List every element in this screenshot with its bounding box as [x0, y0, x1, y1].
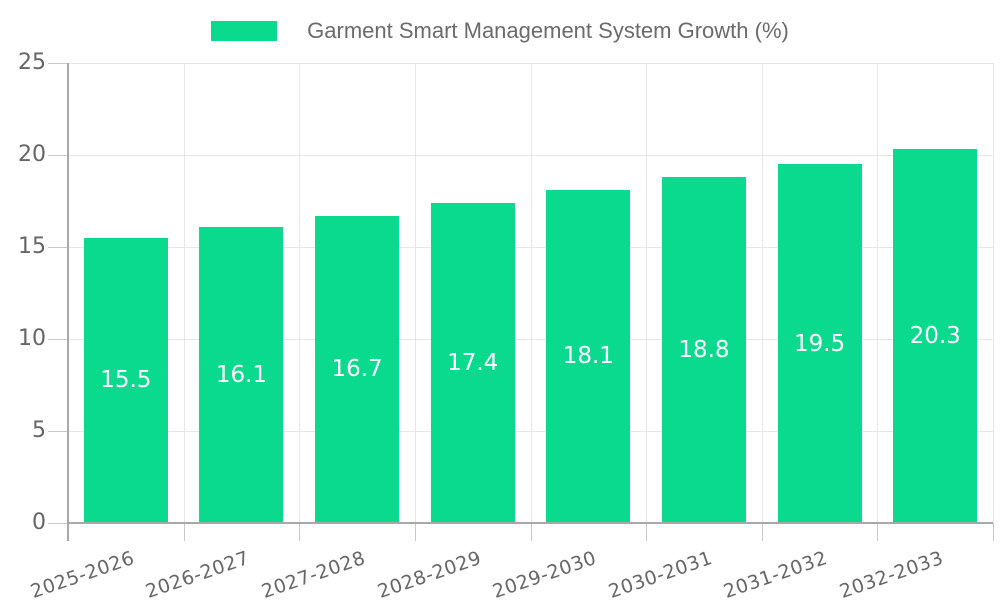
bar: 18.8 [661, 177, 746, 523]
x-axis-line [68, 522, 993, 524]
x-tick-label: 2030-2031 [605, 547, 716, 600]
y-tick-label: 10 [18, 326, 46, 351]
bar: 17.4 [430, 202, 515, 523]
x-axis-tick [183, 523, 185, 541]
y-tick-label: 25 [18, 50, 46, 75]
x-gridline [761, 63, 763, 523]
y-tick-label: 15 [18, 234, 46, 259]
y-axis-tick [48, 63, 68, 64]
x-axis-tick [993, 523, 994, 541]
x-gridline [183, 63, 185, 523]
x-gridline [299, 63, 301, 523]
y-axis-tick [48, 247, 68, 248]
y-axis-line [67, 63, 69, 541]
bar: 18.1 [546, 189, 631, 523]
legend-swatch [211, 21, 278, 41]
bar-value-label: 19.5 [793, 330, 846, 357]
y-axis-tick [48, 155, 68, 156]
x-tick-label: 2026-2027 [143, 547, 253, 600]
bar-value-label: 16.1 [215, 361, 268, 388]
x-tick-label: 2025-2026 [27, 547, 137, 600]
y-axis-tick [48, 339, 68, 340]
y-tick-label: 5 [32, 418, 46, 443]
bar-value-label: 16.7 [331, 356, 383, 383]
x-axis-tick [414, 523, 416, 541]
y-axis-tick [48, 431, 68, 432]
x-tick-label: 2032-2033 [836, 547, 947, 600]
bar-value-label: 18.1 [562, 343, 614, 370]
x-axis-tick [646, 523, 648, 541]
x-tick-label: 2027-2028 [258, 547, 369, 600]
bar: 20.3 [893, 149, 978, 523]
bar: 16.1 [199, 226, 284, 523]
x-gridline [530, 63, 532, 523]
y-tick-label: 0 [32, 510, 46, 535]
x-axis-tick [530, 523, 532, 541]
x-gridline [877, 63, 879, 523]
y-tick-label: 20 [18, 142, 46, 167]
x-gridline [993, 63, 994, 523]
legend-label: Garment Smart Management System Growth (… [307, 18, 789, 43]
x-gridline [414, 63, 416, 523]
bar-value-label: 20.3 [909, 323, 961, 350]
x-axis-tick [877, 523, 879, 541]
legend: Garment Smart Management System Growth (… [0, 18, 1000, 44]
x-tick-label: 2029-2030 [490, 547, 600, 600]
bar: 19.5 [777, 164, 862, 523]
bar-value-label: 15.5 [100, 367, 152, 394]
x-axis-tick [761, 523, 763, 541]
x-tick-label: 2031-2032 [721, 547, 831, 600]
bar: 15.5 [83, 237, 168, 523]
bar-value-label: 18.8 [678, 337, 730, 364]
x-gridline [646, 63, 648, 523]
bar: 16.7 [315, 215, 400, 523]
x-axis-tick [299, 523, 301, 541]
bar-value-label: 17.4 [447, 349, 499, 376]
legend-item[interactable]: Garment Smart Management System Growth (… [211, 18, 789, 44]
x-tick-label: 2028-2029 [374, 547, 484, 600]
y-axis-tick [48, 523, 68, 524]
